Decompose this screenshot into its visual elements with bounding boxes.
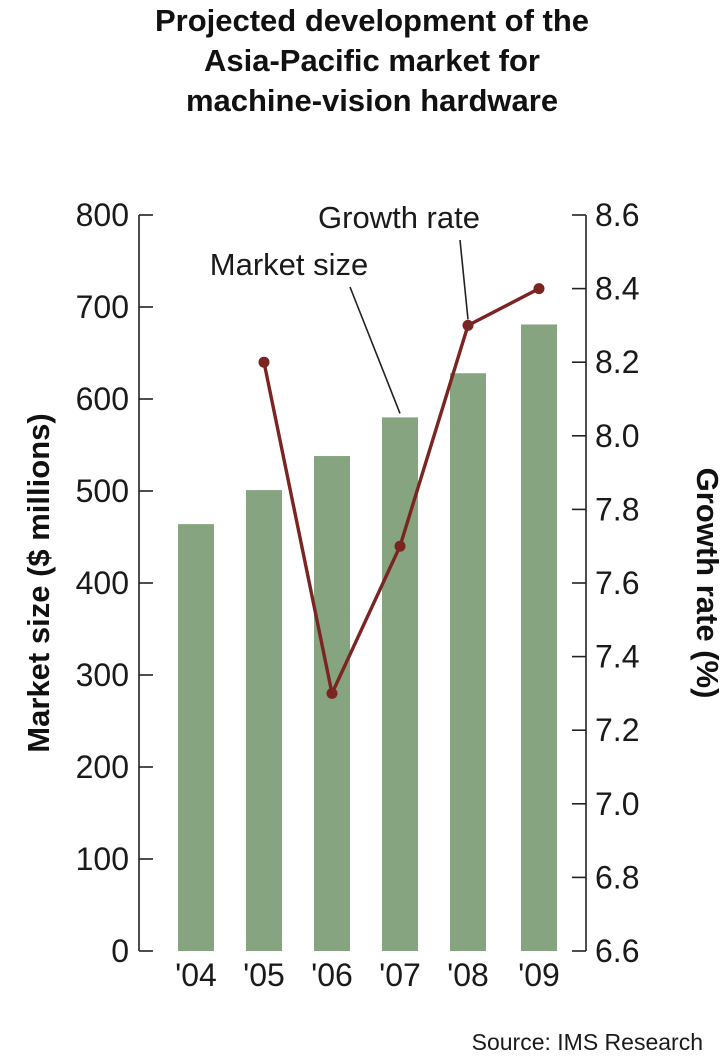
annotation-leader-0	[349, 286, 401, 414]
right-tick-label-2: 7.0	[595, 786, 639, 822]
left-axis: 0 100 200 300 400 500 600 700 800	[76, 197, 153, 969]
right-tick-label-3: 7.2	[595, 712, 639, 748]
chart-title: Projected development of the Asia-Pacifi…	[155, 3, 589, 118]
right-axis-title: Growth rate (%)	[690, 468, 720, 699]
right-tick-label-5: 7.6	[595, 565, 639, 601]
right-tick-label-9: 8.4	[595, 271, 639, 307]
right-tick-label-8: 8.2	[595, 344, 639, 380]
bar-series-market-size	[178, 324, 557, 952]
source-note: Source: IMS Research	[472, 1029, 703, 1055]
left-tick-label-2: 200	[76, 749, 129, 785]
left-tick-label-1: 100	[76, 841, 129, 877]
bar-2	[314, 456, 350, 951]
chart-title-line-3: machine-vision hardware	[186, 83, 558, 118]
bar-4	[450, 373, 486, 951]
bar-5	[521, 324, 557, 952]
right-tick-label-7: 8.0	[595, 418, 639, 454]
right-tick-label-0: 6.6	[595, 933, 639, 969]
growth-point-1	[258, 356, 270, 368]
x-tick-label-3: '07	[379, 957, 421, 993]
right-tick-label-1: 6.8	[595, 859, 639, 895]
x-tick-label-2: '06	[311, 957, 353, 993]
x-tick-label-1: '05	[243, 957, 285, 993]
annotations: Market size Growth rate	[210, 200, 480, 414]
growth-point-4	[462, 319, 474, 331]
left-tick-label-3: 300	[76, 657, 129, 693]
annotation-label-0: Market size	[210, 247, 368, 282]
left-tick-label-4: 400	[76, 565, 129, 601]
bar-3	[382, 417, 418, 951]
x-axis: '04 '05 '06 '07 '08 '09	[175, 957, 560, 993]
left-tick-label-6: 600	[76, 381, 129, 417]
annotation-label-1: Growth rate	[318, 200, 480, 235]
line-series-growth-rate	[258, 283, 545, 699]
x-tick-label-0: '04	[175, 957, 217, 993]
right-axis: 6.6 6.8 7.0 7.2 7.4 7.6 7.8 8.0 8.2 8.4 8.6	[572, 197, 639, 969]
left-tick-label-0: 0	[111, 933, 129, 969]
left-tick-label-8: 800	[76, 197, 129, 233]
right-tick-label-6: 7.8	[595, 491, 639, 527]
growth-point-2	[326, 687, 338, 699]
right-tick-label-4: 7.4	[595, 639, 639, 675]
right-tick-label-10: 8.6	[595, 197, 639, 233]
left-axis-title: Market size ($ millions)	[21, 413, 56, 752]
growth-point-3	[394, 540, 406, 552]
bar-1	[246, 490, 282, 951]
growth-point-5	[533, 283, 545, 295]
left-tick-label-5: 500	[76, 473, 129, 509]
chart-title-line-2: Asia-Pacific market for	[204, 43, 540, 78]
chart-title-line-1: Projected development of the	[155, 3, 589, 38]
annotation-leader-1	[459, 239, 469, 320]
left-tick-label-7: 700	[76, 289, 129, 325]
bar-0	[178, 524, 214, 951]
x-tick-label-4: '08	[447, 957, 489, 993]
x-tick-label-5: '09	[518, 957, 560, 993]
